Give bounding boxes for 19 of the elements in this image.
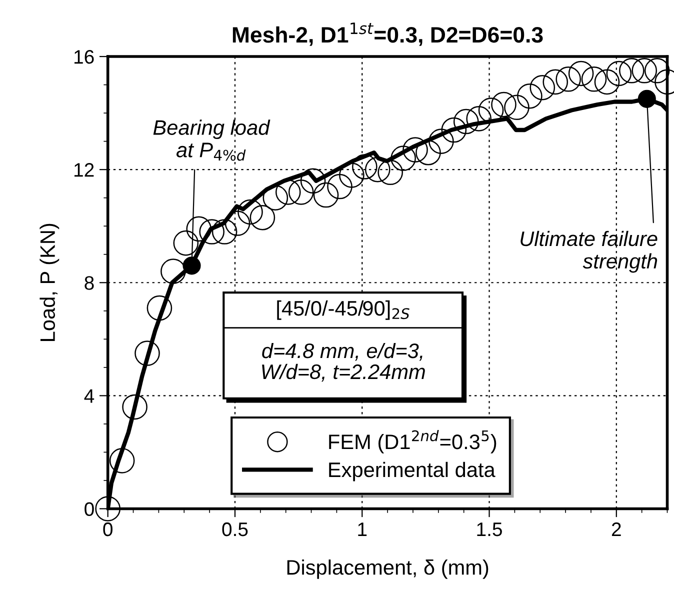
y-tick-label: 0 <box>84 502 94 516</box>
x-axis-title: Displacement, δ (mm) <box>287 559 488 579</box>
legend-label: FEM (D1$^{2nd}$=0.3$^{5}$) <box>329 430 496 454</box>
annotation: d=4.8 mm, e/d=3, W/d=8, t=2.24mm <box>262 342 425 382</box>
x-tick-label: 2 <box>612 522 621 536</box>
annotation: [45/0/-45/90]$_{2S}$ <box>277 300 410 320</box>
y-tick-label: 16 <box>74 50 94 64</box>
annotation: Bearing load at P$_{4%d}$ <box>153 120 270 161</box>
y-tick-label: 12 <box>74 163 94 177</box>
x-tick-label: 1 <box>358 522 367 536</box>
x-tick-label: 1.5 <box>477 522 502 536</box>
legend-label: Experimental data <box>329 462 496 482</box>
x-tick-label: 0 <box>103 522 112 536</box>
y-tick-label: 4 <box>84 389 94 403</box>
chart-title: Mesh-2, D1$^{1st}$=0.3, D2=D6=0.3 <box>232 22 543 46</box>
y-tick-label: 8 <box>84 276 94 290</box>
x-tick-label: 0.5 <box>222 522 248 536</box>
y-axis-title: Load, P (KN) <box>40 224 60 341</box>
annotation: Ultimate failure strength <box>520 230 658 273</box>
